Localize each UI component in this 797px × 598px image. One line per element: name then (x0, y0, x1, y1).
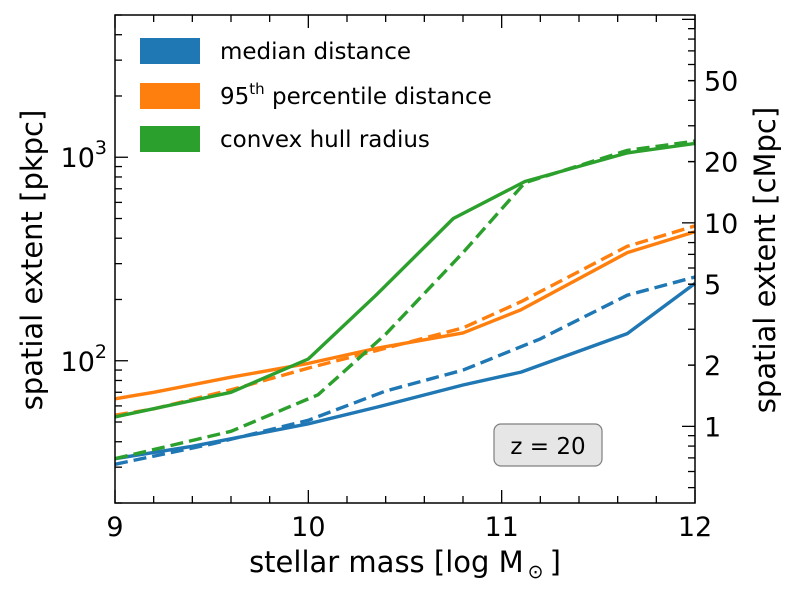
y-right-tick-label: 1 (704, 412, 721, 443)
series-line-green-solid (114, 141, 696, 419)
y-axis-label-left: spatial extent [pkpc] (15, 110, 49, 411)
y-right-tick-label: 5 (704, 270, 721, 301)
redshift-badge-text: z = 20 (510, 434, 585, 460)
series-lines (114, 139, 697, 466)
x-tick-label: 10 (291, 512, 325, 543)
legend-label-95th: 95th percentile distance (220, 80, 492, 110)
legend-swatch-convex-hull (140, 126, 200, 152)
legend-label-convex-hull: convex hull radius (220, 127, 430, 153)
y-tick-label: 103 (61, 137, 107, 174)
series-line-orange-solid (114, 230, 696, 401)
series-line-green-dashed (114, 139, 696, 461)
x-axis-label: stellar mass [log M ⊙] (249, 545, 561, 583)
plot-frame (114, 14, 696, 504)
series-line-blue-solid (114, 282, 697, 461)
y-tick-label: 102 (61, 341, 107, 378)
y-axis-label-right: spatial extent [cMpc] (748, 107, 782, 413)
legend: median distance 95th percentile distance… (140, 38, 492, 153)
legend-swatch-95th (140, 83, 200, 109)
x-tick-label: 9 (106, 512, 123, 543)
y-right-tick-label: 50 (704, 67, 738, 98)
legend-label-median: median distance (220, 39, 411, 65)
legend-swatch-median (140, 38, 200, 64)
y-right-tick-label: 20 (704, 148, 738, 179)
x-tick-label: 11 (484, 512, 518, 543)
redshift-badge: z = 20 (493, 423, 603, 467)
y-right-tick-label: 10 (704, 209, 738, 240)
series-line-blue-dashed (114, 275, 696, 466)
series-line-orange-dashed (114, 224, 696, 417)
redshift-badge-box (493, 423, 603, 467)
x-tick-label: 12 (678, 512, 712, 543)
y-right-tick-label: 2 (704, 351, 721, 382)
